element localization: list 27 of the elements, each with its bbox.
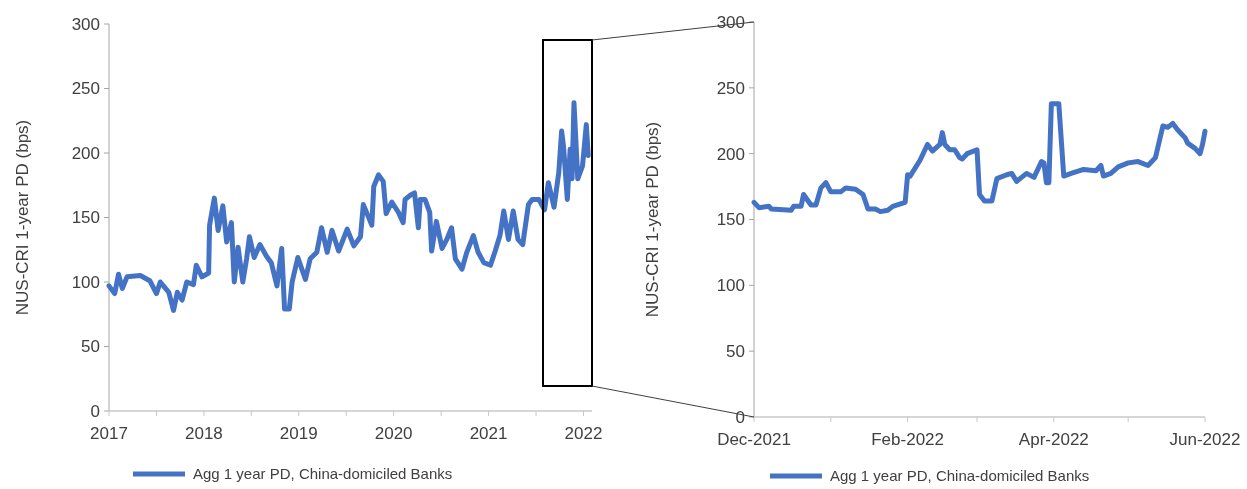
- x-tick-label: 2019: [279, 424, 318, 443]
- y-tick-label: 250: [716, 78, 745, 98]
- y-tick-label: 0: [735, 407, 745, 427]
- y-tick-label: 100: [716, 276, 745, 296]
- legend-label: Agg 1 year PD, China-domiciled Banks: [193, 465, 453, 483]
- x-tick-label: Jun-2022: [1169, 430, 1241, 449]
- y-tick-label: 50: [726, 342, 745, 362]
- x-tick-label: 2018: [184, 424, 223, 443]
- y-tick-label: 200: [716, 144, 745, 164]
- x-tick-label: 2020: [374, 424, 413, 443]
- y-tick-label: 100: [71, 272, 100, 292]
- y-tick-label: 50: [81, 337, 100, 357]
- x-tick-label: Apr-2022: [1018, 430, 1089, 449]
- y-tick-label: 0: [90, 401, 100, 421]
- y-tick-label: 150: [716, 210, 745, 230]
- y-tick-label: 250: [71, 79, 100, 99]
- y-tick-label: 150: [71, 208, 100, 228]
- y-axis-title: NUS-CRI 1-year PD (bps): [12, 119, 32, 316]
- y-tick-label: 200: [71, 143, 100, 163]
- x-tick-label: 2017: [90, 424, 128, 443]
- y-axis-title: NUS-CRI 1-year PD (bps): [642, 121, 662, 318]
- legend-label: Agg 1 year PD, China-domiciled Banks: [830, 467, 1090, 485]
- x-tick-label: Feb-2022: [871, 430, 945, 449]
- x-tick-label: 2021: [469, 424, 508, 443]
- x-tick-label: Dec-2021: [717, 430, 791, 449]
- x-tick-label: 2022: [564, 424, 603, 443]
- y-tick-label: 300: [71, 14, 100, 34]
